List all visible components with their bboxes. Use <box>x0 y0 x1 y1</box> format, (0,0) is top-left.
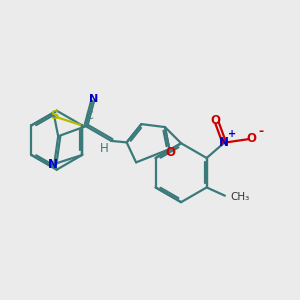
Text: O: O <box>210 114 220 127</box>
Text: S: S <box>50 109 58 122</box>
Text: H: H <box>100 142 109 154</box>
Text: N: N <box>219 136 229 149</box>
Text: O: O <box>165 146 175 159</box>
Text: C: C <box>85 111 93 121</box>
Text: CH₃: CH₃ <box>231 192 250 202</box>
Text: N: N <box>48 158 58 170</box>
Text: N: N <box>89 94 98 103</box>
Text: +: + <box>228 128 236 139</box>
Text: O: O <box>247 132 257 145</box>
Text: -: - <box>258 125 263 138</box>
